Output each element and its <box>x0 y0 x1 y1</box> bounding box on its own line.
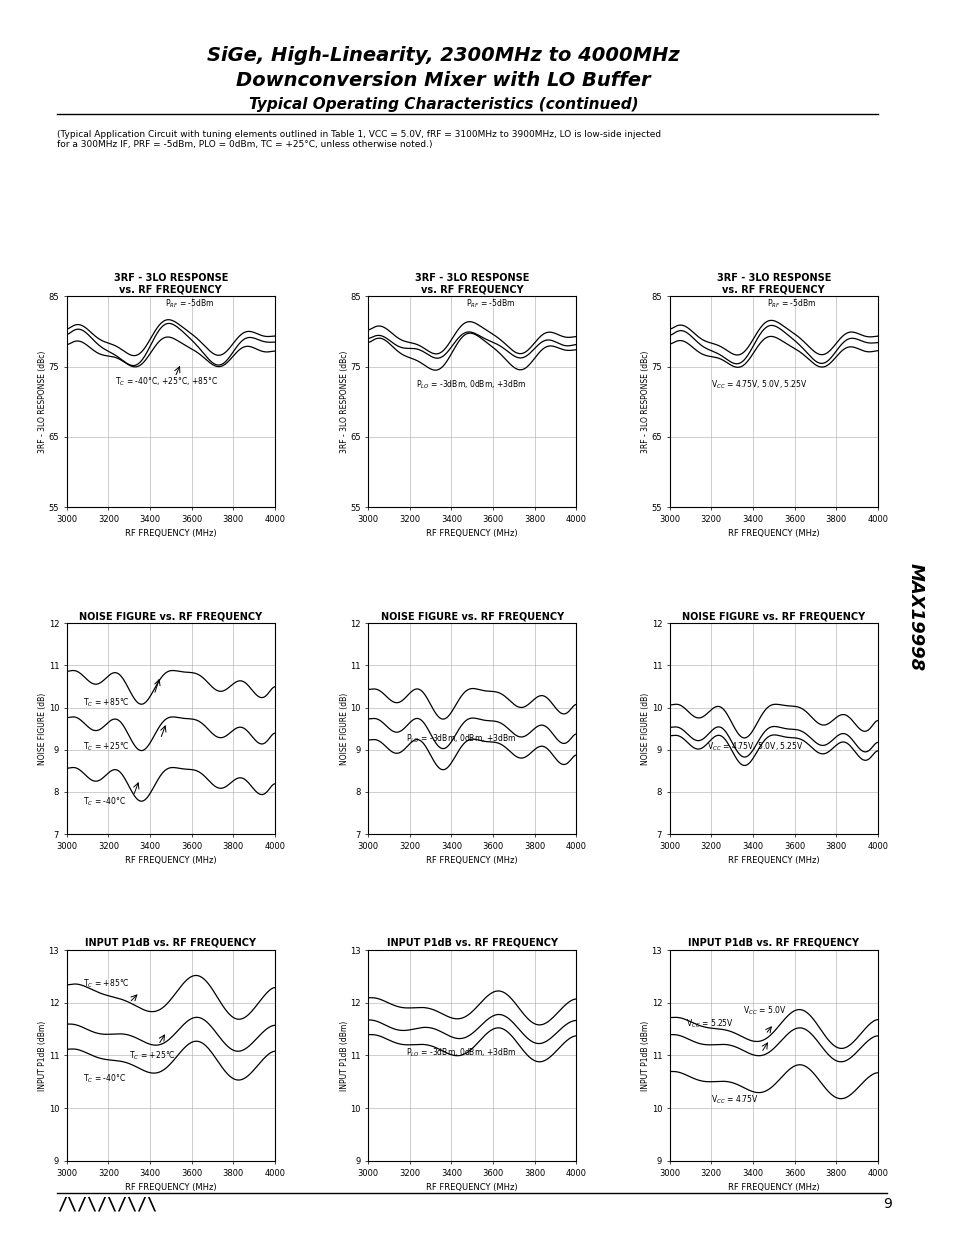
Title: 3RF - 3LO RESPONSE
vs. RF FREQUENCY: 3RF - 3LO RESPONSE vs. RF FREQUENCY <box>716 273 830 294</box>
Text: SiGe, High-Linearity, 2300MHz to 4000MHz: SiGe, High-Linearity, 2300MHz to 4000MHz <box>207 46 679 65</box>
X-axis label: RF FREQUENCY (MHz): RF FREQUENCY (MHz) <box>727 530 819 538</box>
Text: V$_{CC}$ = 4.75V, 5.0V, 5.25V: V$_{CC}$ = 4.75V, 5.0V, 5.25V <box>711 379 807 391</box>
Text: (Typical Application Circuit with tuning elements outlined in Table 1, VCC = 5.0: (Typical Application Circuit with tuning… <box>57 130 660 149</box>
Text: T$_C$ = -40°C: T$_C$ = -40°C <box>83 1073 127 1086</box>
Title: 3RF - 3LO RESPONSE
vs. RF FREQUENCY: 3RF - 3LO RESPONSE vs. RF FREQUENCY <box>415 273 529 294</box>
X-axis label: RF FREQUENCY (MHz): RF FREQUENCY (MHz) <box>426 530 517 538</box>
X-axis label: RF FREQUENCY (MHz): RF FREQUENCY (MHz) <box>125 530 216 538</box>
X-axis label: RF FREQUENCY (MHz): RF FREQUENCY (MHz) <box>426 1183 517 1192</box>
Text: T$_C$ = +85°C: T$_C$ = +85°C <box>83 978 130 990</box>
Y-axis label: INPUT P1dB (dBm): INPUT P1dB (dBm) <box>38 1020 47 1091</box>
Title: 3RF - 3LO RESPONSE
vs. RF FREQUENCY: 3RF - 3LO RESPONSE vs. RF FREQUENCY <box>113 273 228 294</box>
Title: INPUT P1dB vs. RF FREQUENCY: INPUT P1dB vs. RF FREQUENCY <box>386 937 558 948</box>
X-axis label: RF FREQUENCY (MHz): RF FREQUENCY (MHz) <box>727 1183 819 1192</box>
Y-axis label: INPUT P1dB (dBm): INPUT P1dB (dBm) <box>640 1020 649 1091</box>
Text: V$_{CC}$ = 4.75V, 5.0V, 5.25V: V$_{CC}$ = 4.75V, 5.0V, 5.25V <box>706 741 803 753</box>
Title: INPUT P1dB vs. RF FREQUENCY: INPUT P1dB vs. RF FREQUENCY <box>687 937 859 948</box>
Title: NOISE FIGURE vs. RF FREQUENCY: NOISE FIGURE vs. RF FREQUENCY <box>380 611 563 621</box>
Text: P$_{LO}$ = -3dBm, 0dBm, +3dBm: P$_{LO}$ = -3dBm, 0dBm, +3dBm <box>405 1046 516 1058</box>
Text: T$_C$ = -40°C: T$_C$ = -40°C <box>83 795 127 808</box>
Text: MAX19998: MAX19998 <box>906 563 923 672</box>
Text: P$_{RF}$ = -5dBm: P$_{RF}$ = -5dBm <box>766 298 816 310</box>
Text: T$_C$ = -40°C, +25°C, +85°C: T$_C$ = -40°C, +25°C, +85°C <box>114 375 217 388</box>
Y-axis label: NOISE FIGURE (dB): NOISE FIGURE (dB) <box>640 693 650 764</box>
Y-axis label: NOISE FIGURE (dB): NOISE FIGURE (dB) <box>38 693 48 764</box>
Text: P$_{RF}$ = -5dBm: P$_{RF}$ = -5dBm <box>465 298 515 310</box>
X-axis label: RF FREQUENCY (MHz): RF FREQUENCY (MHz) <box>125 856 216 866</box>
Title: NOISE FIGURE vs. RF FREQUENCY: NOISE FIGURE vs. RF FREQUENCY <box>681 611 864 621</box>
Text: V$_{CC}$ = 5.25V: V$_{CC}$ = 5.25V <box>685 1018 734 1030</box>
Title: NOISE FIGURE vs. RF FREQUENCY: NOISE FIGURE vs. RF FREQUENCY <box>79 611 262 621</box>
Y-axis label: INPUT P1dB (dBm): INPUT P1dB (dBm) <box>339 1020 348 1091</box>
Text: P$_{LO}$ = -3dBm, 0dBm, +3dBm: P$_{LO}$ = -3dBm, 0dBm, +3dBm <box>405 732 516 745</box>
Text: /\/\/\/\/\: /\/\/\/\/\ <box>57 1195 157 1213</box>
Text: T$_C$ = +25°C: T$_C$ = +25°C <box>83 741 130 753</box>
Y-axis label: 3RF - 3LO RESPONSE (dBc): 3RF - 3LO RESPONSE (dBc) <box>339 351 348 453</box>
Text: Typical Operating Characteristics (continued): Typical Operating Characteristics (conti… <box>249 98 638 112</box>
Text: Downconversion Mixer with LO Buffer: Downconversion Mixer with LO Buffer <box>236 70 650 90</box>
Text: P$_{RF}$ = -5dBm: P$_{RF}$ = -5dBm <box>164 298 213 310</box>
Text: V$_{CC}$ = 5.0V: V$_{CC}$ = 5.0V <box>741 1004 785 1016</box>
Text: T$_C$ = +25°C: T$_C$ = +25°C <box>129 1049 175 1062</box>
Text: V$_{CC}$ = 4.75V: V$_{CC}$ = 4.75V <box>711 1094 759 1107</box>
Text: P$_{LO}$ = -3dBm, 0dBm, +3dBm: P$_{LO}$ = -3dBm, 0dBm, +3dBm <box>416 379 526 391</box>
X-axis label: RF FREQUENCY (MHz): RF FREQUENCY (MHz) <box>426 856 517 866</box>
Title: INPUT P1dB vs. RF FREQUENCY: INPUT P1dB vs. RF FREQUENCY <box>85 937 256 948</box>
Y-axis label: NOISE FIGURE (dB): NOISE FIGURE (dB) <box>339 693 349 764</box>
X-axis label: RF FREQUENCY (MHz): RF FREQUENCY (MHz) <box>125 1183 216 1192</box>
Y-axis label: 3RF - 3LO RESPONSE (dBc): 3RF - 3LO RESPONSE (dBc) <box>38 351 47 453</box>
Y-axis label: 3RF - 3LO RESPONSE (dBc): 3RF - 3LO RESPONSE (dBc) <box>640 351 649 453</box>
Text: 9: 9 <box>882 1197 891 1212</box>
X-axis label: RF FREQUENCY (MHz): RF FREQUENCY (MHz) <box>727 856 819 866</box>
Text: T$_C$ = +85°C: T$_C$ = +85°C <box>83 697 130 709</box>
